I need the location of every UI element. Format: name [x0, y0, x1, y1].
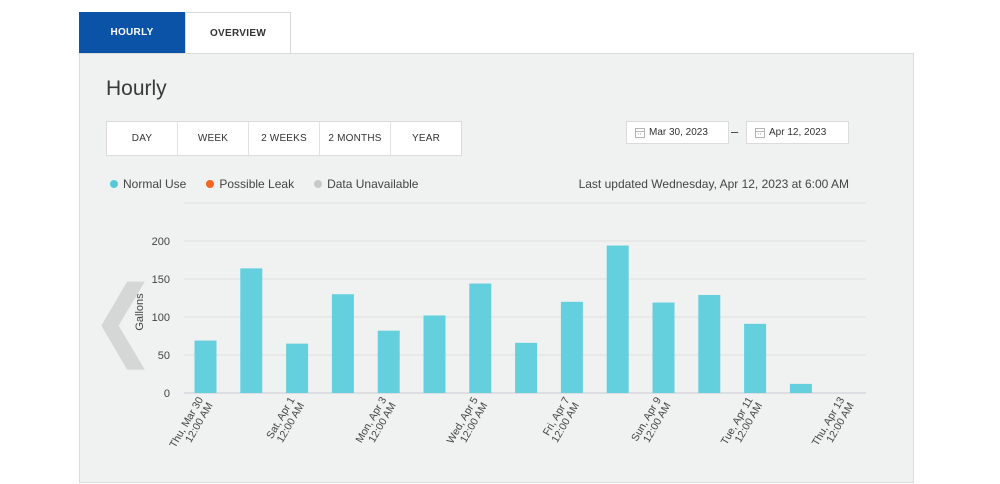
chart-bar[interactable] [515, 342, 538, 393]
chart-bar[interactable] [789, 383, 812, 393]
chevron-left-icon[interactable]: ❮ [90, 269, 158, 368]
calendar-icon [635, 127, 645, 138]
chart-bar[interactable] [240, 268, 263, 393]
range-year-button[interactable]: YEAR [411, 133, 441, 144]
chart-bar[interactable] [744, 323, 767, 393]
date-to-input[interactable]: Apr 12, 2023 [746, 121, 849, 144]
chart-bar[interactable] [560, 301, 583, 393]
chart-bar[interactable] [423, 315, 446, 393]
range-week-button[interactable]: WEEK [178, 122, 249, 155]
chart-legend: Normal Use Possible Leak Data Unavailabl… [110, 177, 438, 191]
y-tick-label: 100 [152, 312, 170, 324]
legend-label: Data Unavailable [327, 177, 419, 191]
chart-bar[interactable] [652, 302, 675, 393]
y-tick-label: 200 [152, 236, 170, 248]
chart-bar[interactable] [286, 343, 309, 393]
tab-overview[interactable]: OVERVIEW [185, 12, 291, 53]
legend-label: Possible Leak [219, 177, 295, 191]
y-axis-label: Gallons [134, 293, 146, 331]
y-tick-label: 50 [158, 350, 170, 362]
chart-bar[interactable] [194, 340, 217, 393]
last-updated-text: Last updated Wednesday, Apr 12, 2023 at … [578, 177, 849, 191]
legend-normal-use: Normal Use [110, 177, 186, 191]
range-selector: DAY WEEK 2 WEEKS 2 MONTHS YEAR [106, 121, 462, 156]
legend-data-unavailable: Data Unavailable [314, 177, 418, 191]
chart-bar[interactable] [469, 283, 492, 393]
date-from-value: Mar 30, 2023 [649, 127, 708, 138]
chart-bar[interactable] [331, 294, 354, 393]
legend-dot [206, 180, 215, 188]
legend-label: Normal Use [123, 177, 187, 191]
hourly-panel: Hourly DAY WEEK 2 WEEKS 2 MONTHS YEAR Ma… [79, 53, 914, 483]
date-separator: – [731, 124, 739, 139]
x-tick-label: Sun, Apr 912:00 AM [629, 395, 673, 445]
chart-bar[interactable] [606, 245, 629, 393]
range-2-weeks-button[interactable]: 2 WEEKS [249, 122, 320, 155]
legend-dot [110, 180, 118, 188]
chart-bar[interactable] [377, 330, 400, 393]
tab-hourly[interactable]: HOURLY [79, 12, 185, 53]
page-title: Hourly [106, 77, 167, 100]
x-tick-label: Wed, Apr 512:00 AM [445, 395, 491, 446]
view-tabs: HOURLY OVERVIEW [79, 12, 291, 53]
y-tick-label: 150 [152, 274, 170, 286]
x-tick-label: Mon, Apr 312:00 AM [353, 395, 398, 445]
calendar-icon [755, 127, 765, 138]
x-tick-label: Fri, Apr 712:00 AM [541, 395, 582, 445]
legend-possible-leak: Possible Leak [206, 177, 294, 191]
y-tick-label: 0 [164, 388, 170, 400]
date-from-input[interactable]: Mar 30, 2023 [626, 121, 729, 144]
date-to-value: Apr 12, 2023 [769, 127, 827, 138]
legend-dot [314, 180, 323, 188]
range-day-button[interactable]: DAY [107, 122, 178, 155]
chart-bar[interactable] [698, 294, 721, 393]
range-2-months-button[interactable]: 2 MONTHS [320, 122, 391, 155]
x-tick-label: Sat, Apr 112:00 AM [264, 395, 307, 445]
